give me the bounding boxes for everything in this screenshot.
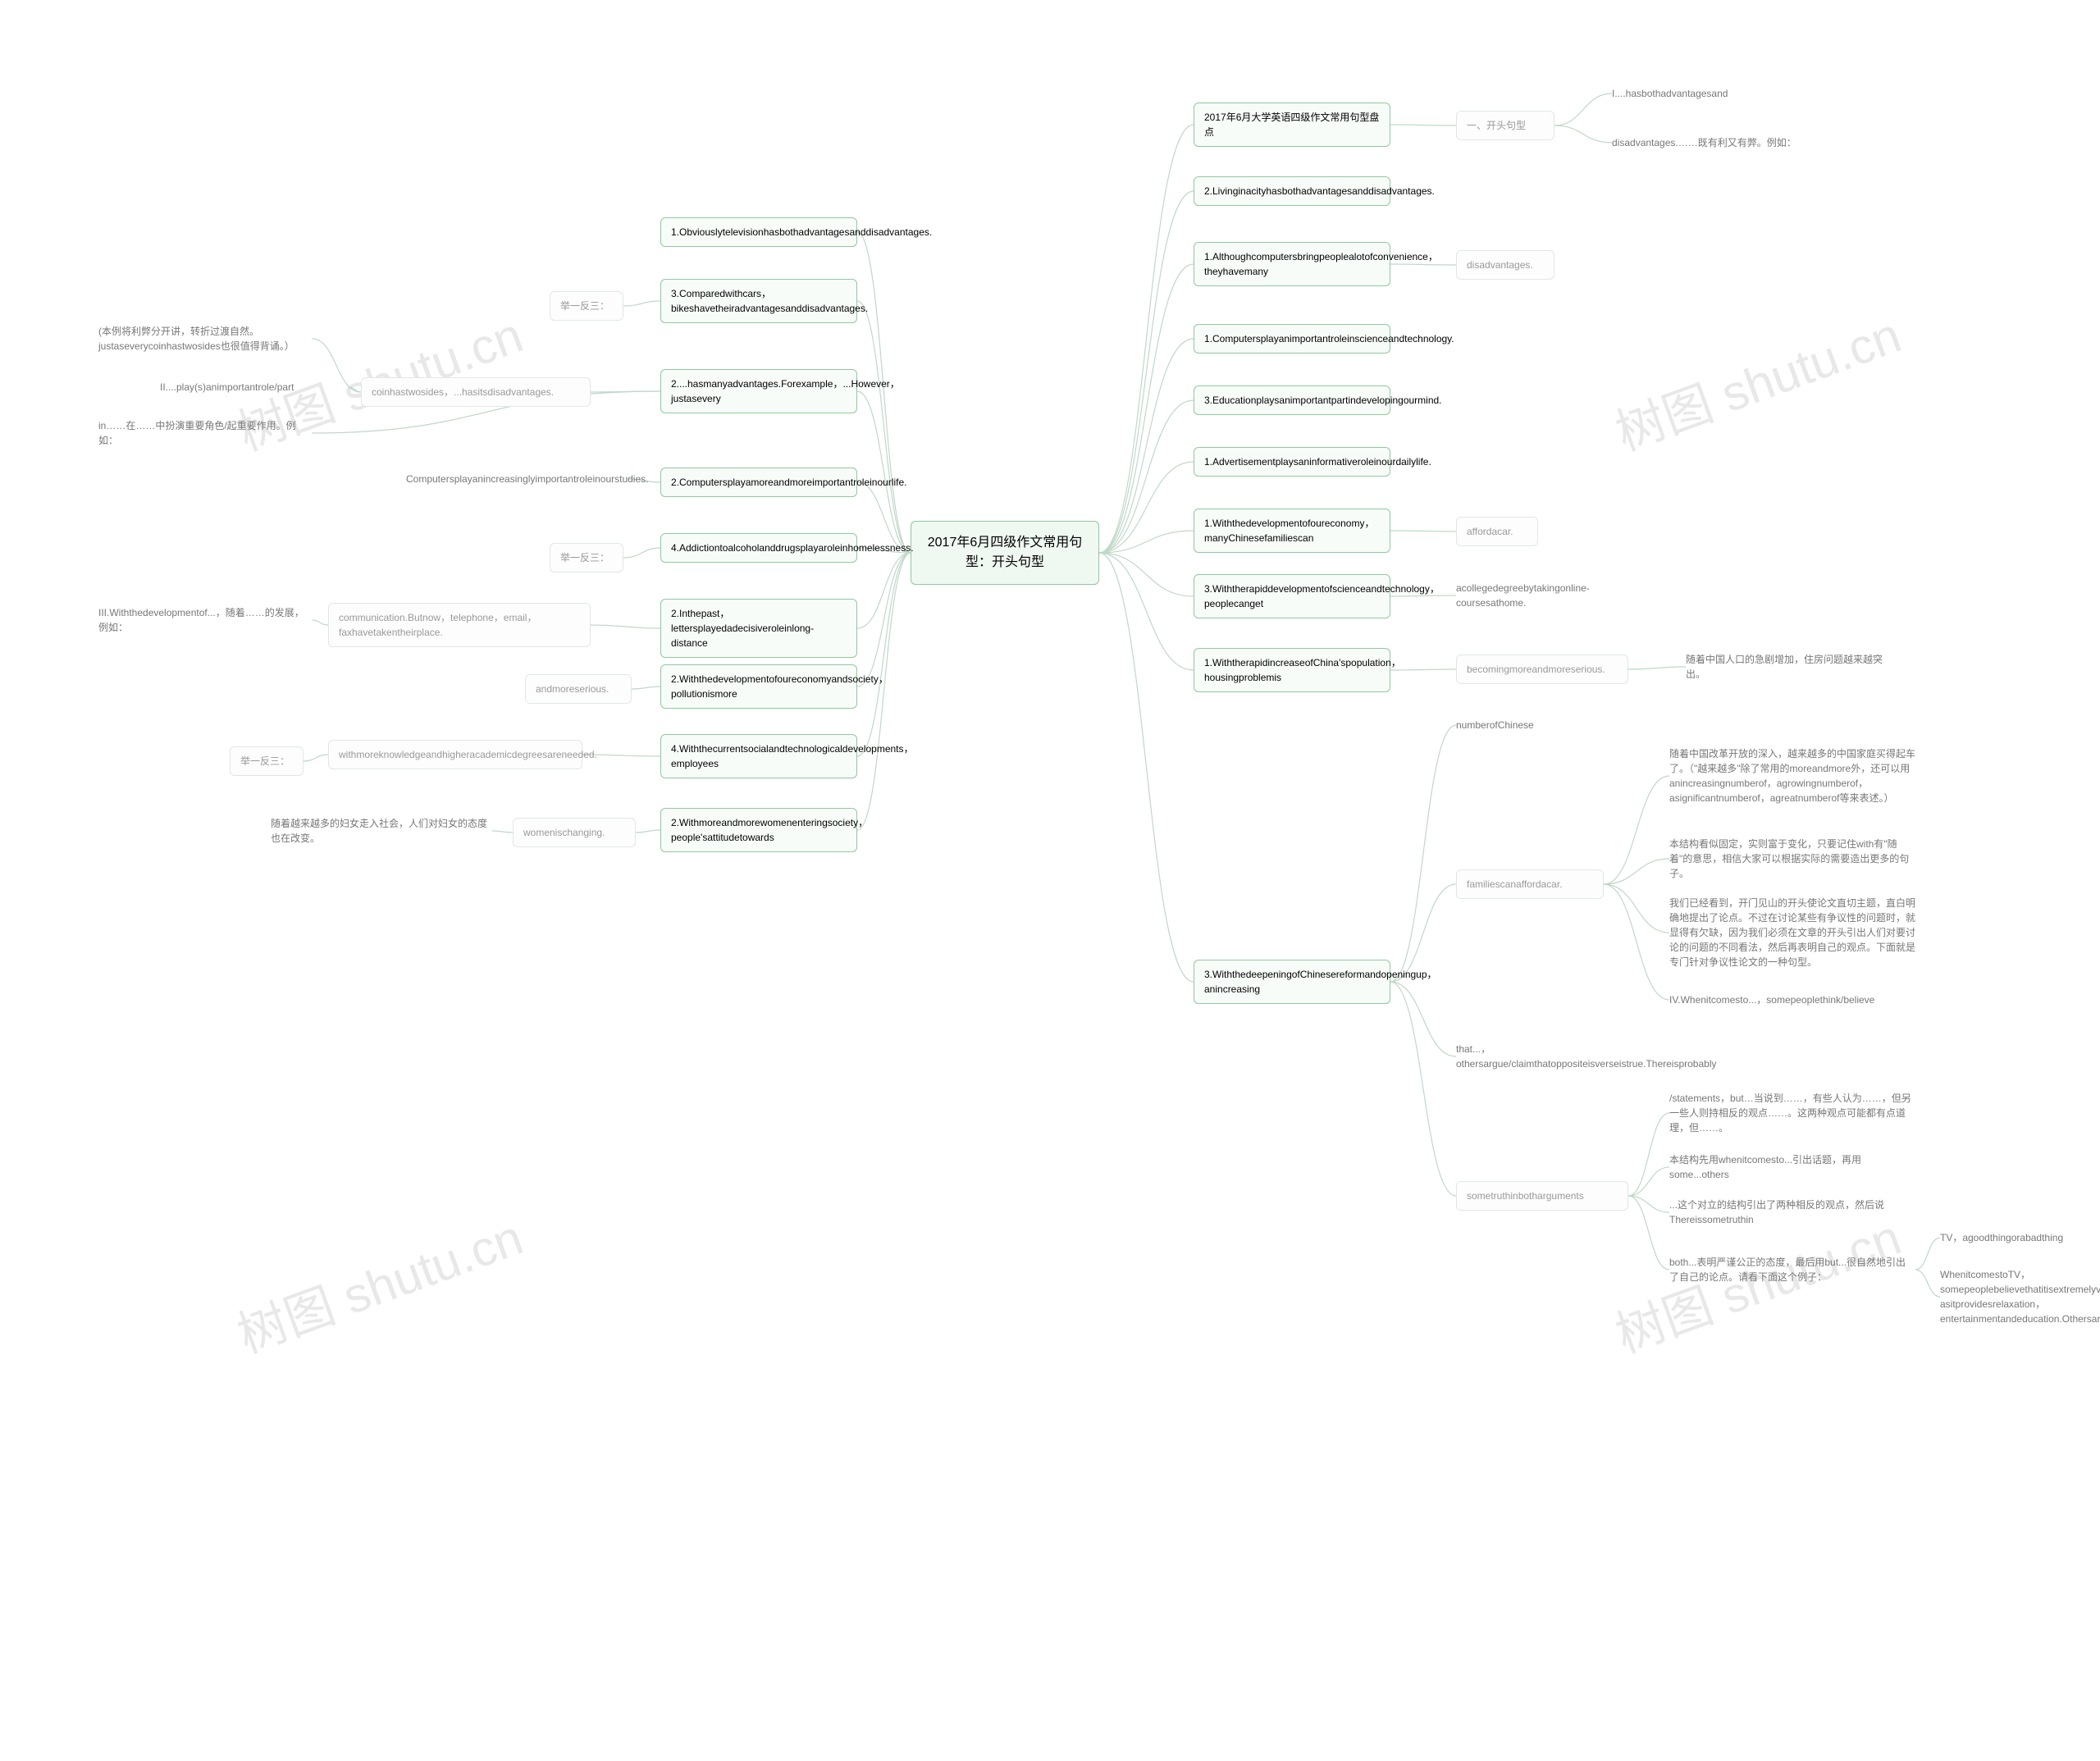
r7: 1.Withthedevelopmentofoureconomy，manyChi…	[1194, 509, 1390, 553]
r10d3: ...这个对立的结构引出了两种相反的观点，然后说Thereissometruth…	[1669, 1198, 1915, 1227]
center-node: 2017年6月四级作文常用句型：开头句型	[911, 521, 1099, 585]
r10d2: 本结构先用whenitcomesto...引出话题，再用some...other…	[1669, 1152, 1915, 1182]
r6: 1.Advertisementplaysaninformativeroleino…	[1194, 447, 1390, 477]
l3a1: (本例将利弊分开讲，转折过渡自然。justaseverycoinhastwosi…	[98, 324, 312, 354]
r1: 2017年6月大学英语四级作文常用句型盘点	[1194, 103, 1390, 147]
r10c: that...，othersargue/claimthatoppositeisv…	[1456, 1042, 1669, 1071]
l5: 4.Addictiontoalcoholanddrugsplayaroleinh…	[660, 533, 857, 563]
r10b1: 随着中国改革开放的深入，越来越多的中国家庭买得起车了。（"越来越多"除了常用的m…	[1669, 746, 1915, 805]
l3: 2....hasmanyadvantages.Forexample，...How…	[660, 369, 857, 413]
r7a: affordacar.	[1456, 517, 1538, 546]
r2: 2.Livinginacityhasbothadvantagesanddisad…	[1194, 176, 1390, 206]
r5: 3.Educationplaysanimportantpartindevelop…	[1194, 386, 1390, 415]
r10d4: both...表明严谨公正的态度，最后用but...很自然地引出了自己的论点。请…	[1669, 1255, 1915, 1284]
l4: 2.Computersplayamoreandmoreimportantrole…	[660, 468, 857, 497]
r10b4: IV.Whenitcomesto...，somepeoplethink/beli…	[1669, 992, 1915, 1007]
l1: 1.Obviouslytelevisionhasbothadvantagesan…	[660, 217, 857, 247]
l3a: coinhastwosides，...hasitsdisadvantages.	[361, 377, 591, 407]
r10d: sometruthinbotharguments	[1456, 1181, 1628, 1211]
r1a1: I....hasbothadvantagesand	[1612, 86, 1809, 101]
l6a1: III.Withthedevelopmentof...，随着……的发展，例如：	[98, 605, 312, 635]
r1a: 一、开头句型	[1456, 111, 1554, 140]
r10a: numberofChinese	[1456, 718, 1653, 732]
r9: 1.WiththerapidincreaseofChina'spopulatio…	[1194, 648, 1390, 692]
l3b: in……在……中扮演重要角色/起重要作用。例如：	[98, 418, 312, 448]
r9a: becomingmoreandmoreserious.	[1456, 655, 1628, 684]
r10d4a: TV，agoodthingorabadthing	[1940, 1230, 2088, 1245]
l8: 4.Withthecurrentsocialandtechnologicalde…	[660, 734, 857, 778]
l8a1: 举一反三：	[230, 746, 304, 776]
r10b3: 我们已经看到，开门见山的开头使论文直切主题，直白明确地提出了论点。不过在讨论某些…	[1669, 896, 1915, 969]
l5a: 举一反三：	[550, 543, 623, 573]
r10: 3.WiththedeepeningofChinesereformandopen…	[1194, 960, 1390, 1004]
r3a: disadvantages.	[1456, 250, 1554, 280]
l9a: womenischanging.	[513, 818, 636, 847]
r8: 3.Withtherapiddevelopmentofscienceandtec…	[1194, 574, 1390, 618]
l3a2: II....play(s)animportantrole/part	[160, 380, 349, 395]
r4: 1.Computersplayanimportantroleinsciencea…	[1194, 324, 1390, 354]
l2: 3.Comparedwithcars，bikeshavetheiradvanta…	[660, 279, 857, 323]
l7: 2.Withthedevelopmentofoureconomyandsocie…	[660, 664, 857, 709]
r9a1: 随着中国人口的急剧增加，住房问题越来越突出。	[1686, 652, 1883, 682]
r3: 1.Althoughcomputersbringpeoplealotofconv…	[1194, 242, 1390, 286]
r8a: acollegedegreebytakingonline-coursesatho…	[1456, 581, 1653, 610]
l6a: communication.Butnow，telephone，email，fax…	[328, 603, 591, 647]
r1a2: disadvantages.……既有利又有弊。例如：	[1612, 135, 1809, 150]
l7a: andmoreserious.	[525, 674, 632, 704]
r10b2: 本结构看似固定，实则富于变化，只要记住with有"随着"的意思，相信大家可以根据…	[1669, 837, 1915, 881]
r10d4b: WhenitcomestoTV，somepeoplebelievethatiti…	[1940, 1267, 2092, 1326]
l2a: 举一反三：	[550, 291, 623, 321]
l9a1: 随着越来越多的妇女走入社会，人们对妇女的态度也在改变。	[271, 816, 492, 846]
r10d1: /statements，but…当说到……，有些人认为……，但另一些人则持相反的…	[1669, 1091, 1915, 1135]
l8a: withmoreknowledgeandhigheracademicdegree…	[328, 740, 582, 769]
l4a: Computersplayanincreasinglyimportantrole…	[406, 472, 628, 486]
l6: 2.Inthepast，lettersplayedadecisiverolein…	[660, 599, 857, 658]
l9: 2.Withmoreandmorewomenenteringsociety，pe…	[660, 808, 857, 852]
r10b: familiescanaffordacar.	[1456, 869, 1604, 899]
